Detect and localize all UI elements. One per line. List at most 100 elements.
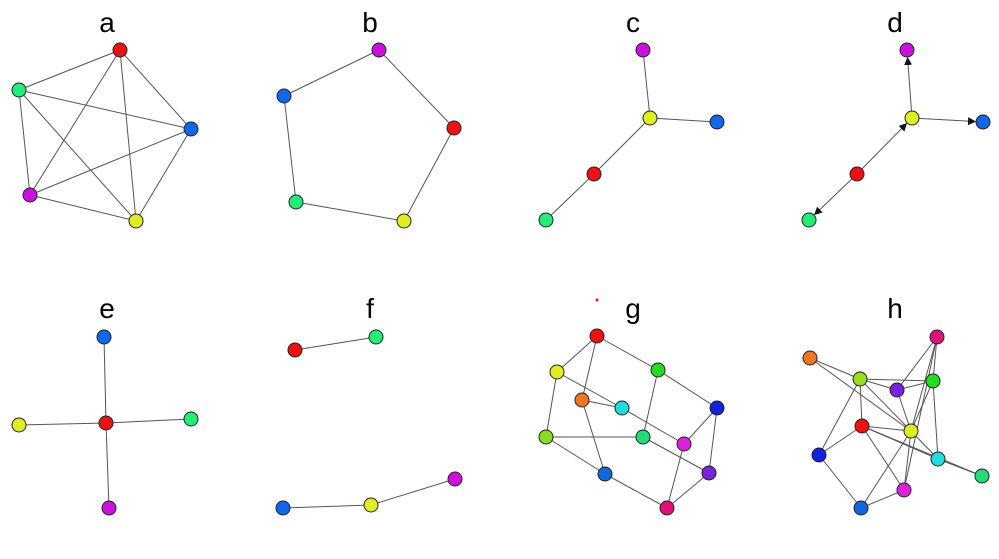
panel-g-edge-magenta-pink [666,443,685,509]
panel-h-edge-lime-blue [818,378,861,456]
panel-b-edge-purple-red [378,49,455,129]
panel-h-edge-pink-yellow [910,336,938,432]
panel-a-edge-red-green [18,49,121,91]
panel-g-node-magenta [676,436,692,452]
panel-h-edge-yellow-azure [860,430,912,509]
panel-h-node-red [854,418,870,434]
panel-g-edge-azure-pink [604,473,668,509]
panel-g-edge-red-green [596,335,659,371]
panel-h-edge-orange-lime [809,357,861,380]
panel-f-node-blue [275,500,291,516]
panel-g-node-violet [701,465,717,481]
panel-d-node-green [801,212,817,228]
panel-c-node-yellow [642,110,658,126]
panel-e-edge-red-purple [105,422,110,509]
panel-g-edge-green-blue [657,369,718,409]
panel-g-edge-blue-violet [708,407,718,474]
panel-h-node-lime [852,371,868,387]
panel-g-edge-yellow-lime [545,371,558,438]
panel-h-edge-red-yellow [861,425,912,432]
panel-a-node-yellow [128,213,144,229]
panel-h-node-orange [802,350,818,366]
panel-a-edge-yellow-purple [29,194,137,222]
panel-b-node-yellow [396,213,412,229]
panel-h-node-pink [929,329,945,345]
panel-d-edge-red-yellow [856,122,908,175]
panel-g-edge-violet-pink [666,472,710,509]
panel-g-node-red [589,328,605,344]
panel-c-edge-yellow-red [593,117,651,175]
panel-c-node-purple [635,42,651,58]
panel-e-node-red [98,415,114,431]
panel-label-b: b [362,7,378,38]
panel-e-node-green [183,411,199,427]
panel-label-c: c [626,7,640,38]
panel-h-edge-green-cyan [932,380,939,460]
panel-g-edge-blue-magenta [683,407,718,445]
panel-b-edge-yellow-green [295,201,405,222]
stray-dot [595,298,599,302]
panel-h-edge-lime-green [859,378,934,382]
panel-f-node-purple [447,471,463,487]
panel-h-edge-pink-violet [896,336,938,391]
panel-e-edge-red-yellow [18,422,107,426]
panel-f-node-green [368,329,384,345]
panel-b-edge-blue-purple [283,49,380,97]
panel-d-edge-yellow-purple [904,56,913,119]
edges-layer [18,49,983,509]
panel-label-e: e [99,293,115,324]
panel-label-g: g [625,293,641,324]
panel-d-node-blue [975,114,991,130]
panel-g-node-blue [709,400,725,416]
panel-a-edge-red-yellow [119,49,137,222]
panel-g-node-orange [574,392,590,408]
panel-f-edge-blue-yellow [282,504,372,509]
panel-a-node-blue [183,121,199,137]
panel-h-edge-azure-magenta [860,489,905,509]
panel-h-edge-red-magenta [861,425,905,491]
panel-c-node-green [538,212,554,228]
panel-f-node-red [287,342,303,358]
panel-label-a: a [99,7,115,38]
panel-g-node-yellow [549,364,565,380]
panel-f-edge-yellow-purple [370,478,456,506]
panel-a-edge-blue-green [18,89,192,130]
panel-d-node-yellow [904,110,920,126]
panel-g-node-azure [597,466,613,482]
panel-g-node-pink [659,500,675,516]
panel-e-node-yellow [11,417,27,433]
panel-a-edge-yellow-green [18,89,137,222]
panel-h-edge-lime-yellow [859,378,912,432]
panel-c-edge-red-green [545,173,595,221]
panel-c-edge-yellow-blue [649,117,718,123]
panel-b-edge-red-yellow [403,127,455,222]
panel-label-d: d [887,7,903,38]
panel-e-edge-red-green [105,418,192,424]
panel-b-node-purple [371,42,387,58]
panel-h-node-mint [974,468,990,484]
panel-a-edge-blue-purple [29,128,192,196]
panel-c-node-red [586,166,602,182]
panel-g-node-green [650,362,666,378]
panel-e-node-purple [101,500,117,516]
panel-h-edge-red-blue [818,425,863,456]
panel-a-node-green [11,82,27,98]
panel-g-node-lime [538,429,554,445]
panel-h-node-green [925,373,941,389]
panel-g-edge-mint-violet [642,436,710,474]
panel-d-edge-yellow-blue [911,117,977,126]
panel-h-edge-cyan-mint [937,458,983,477]
panel-h-edge-lime-red [859,378,863,427]
panel-h-node-magenta [896,482,912,498]
panel-a-edge-red-purple [29,49,121,196]
panel-g-node-cyan [614,400,630,416]
panel-b-node-red [446,120,462,136]
panel-a-node-purple [22,187,38,203]
panel-g-edge-red-yellow [556,335,598,373]
panel-h-node-blue [811,447,827,463]
panel-d-node-red [849,166,865,182]
panel-e-edge-red-blue [103,336,107,424]
panel-e-node-blue [96,329,112,345]
panel-h-edge-yellow-magenta [903,430,912,491]
